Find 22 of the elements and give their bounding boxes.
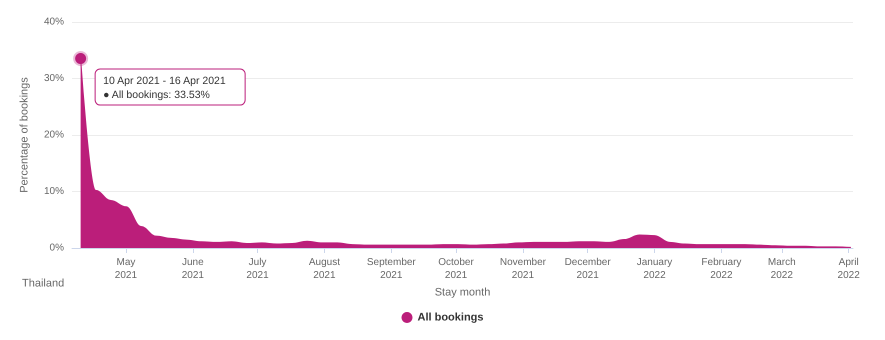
y-axis-title: Percentage of bookings (18, 76, 30, 193)
text: Thailand (22, 278, 64, 290)
x-tick-label: January 2022 (636, 257, 672, 281)
x-tick-label: May 2021 (114, 257, 138, 281)
annotation: 10 Apr 2021 - 16 Apr 2021 ● All bookings: 33.53% (103, 75, 226, 102)
legend-label: All bookings (418, 312, 484, 324)
y-tick-label: 30% (44, 73, 64, 84)
y-tick-label: 20% (44, 130, 64, 140)
x-tick-label: July 2021 (246, 257, 270, 281)
x-axis-title: Stay month (434, 286, 490, 298)
x-tick-label: December 2021 (564, 257, 612, 281)
y-tick-label: 10% (44, 186, 64, 197)
x-tick-label: March 2022 (768, 257, 796, 281)
x-tick-label: September 2021 (366, 257, 416, 281)
y-tick-label: 0% (50, 242, 64, 254)
x-tick-label: February 2022 (701, 257, 742, 281)
x-tick-label: April 2022 (838, 257, 860, 281)
x-tick-label: August 2021 (308, 257, 340, 281)
x-tick-label: November 2021 (500, 257, 547, 281)
x-tick-label: October 2021 (438, 257, 474, 281)
y-tick-label: 40% (44, 16, 64, 28)
x-tick-label: June 2021 (182, 257, 204, 281)
